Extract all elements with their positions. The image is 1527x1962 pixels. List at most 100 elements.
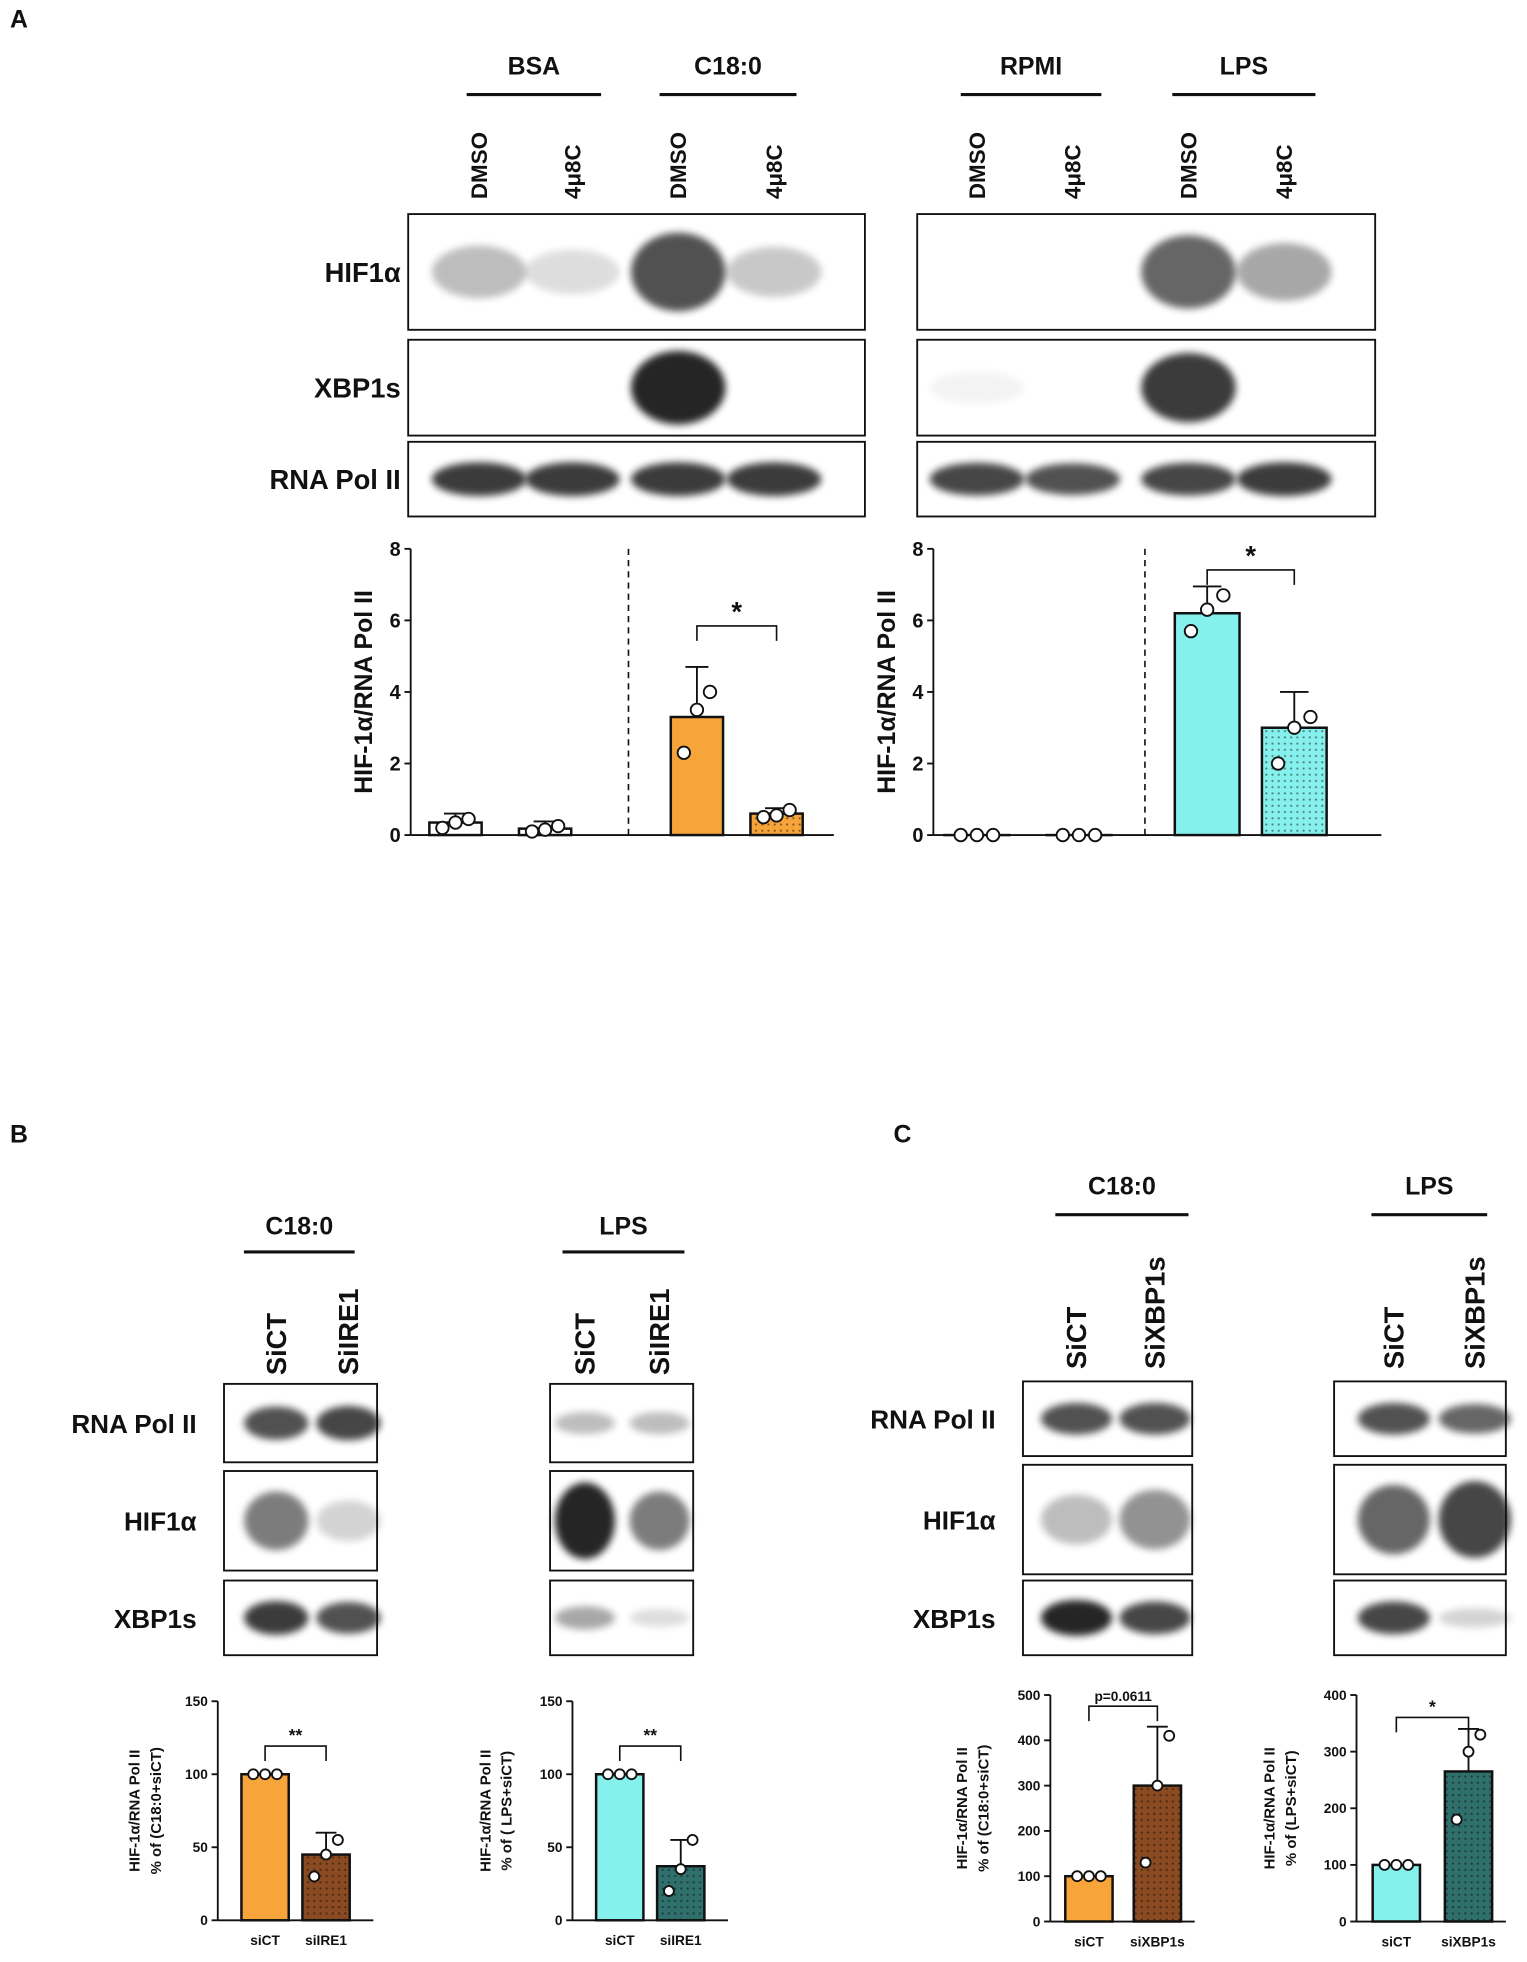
- band: [316, 1602, 380, 1634]
- lane-label: SiIRE1: [333, 1288, 364, 1375]
- group-label: LPS: [599, 1213, 647, 1241]
- y-tick-label: 300: [1018, 1778, 1041, 1793]
- data-point: [1403, 1860, 1413, 1870]
- band: [244, 1406, 308, 1439]
- x-tick-label: siXBP1s: [1130, 1934, 1185, 1949]
- y-tick-label: 2: [390, 753, 401, 775]
- bar: [1373, 1865, 1420, 1922]
- band: [525, 462, 620, 496]
- data-point: [1380, 1860, 1390, 1870]
- group-label: C18:0: [694, 53, 762, 81]
- data-point: [1072, 1871, 1082, 1881]
- y-axis-label: HIF-1α/RNA Pol II: [478, 1750, 495, 1872]
- band: [1358, 1485, 1430, 1554]
- lane-label: SiCT: [569, 1313, 600, 1376]
- bar: [1175, 613, 1240, 835]
- band: [1119, 1602, 1190, 1635]
- lane-label: DMSO: [666, 132, 691, 199]
- bar: [1445, 1771, 1492, 1921]
- x-tick-label: siIRE1: [660, 1933, 702, 1948]
- y-tick-label: 2: [912, 753, 923, 775]
- data-point: [1185, 625, 1197, 637]
- y-tick-label: 400: [1018, 1733, 1041, 1748]
- row-label: XBP1s: [114, 1604, 197, 1634]
- data-point: [1152, 1781, 1162, 1791]
- lane-label: DMSO: [1176, 132, 1201, 199]
- data-point: [770, 809, 782, 821]
- y-tick-label: 0: [200, 1913, 208, 1928]
- data-point: [1464, 1747, 1474, 1757]
- group-label: LPS: [1405, 1173, 1453, 1201]
- data-point: [1164, 1731, 1174, 1741]
- y-axis-label: HIF-1α/RNA Pol II: [127, 1750, 144, 1872]
- band: [1141, 463, 1236, 496]
- y-tick-label: 4: [390, 682, 401, 704]
- y-tick-label: 500: [1018, 1688, 1041, 1703]
- annotation: **: [289, 1725, 303, 1745]
- data-point: [321, 1850, 331, 1860]
- group-label: LPS: [1220, 53, 1268, 81]
- data-point: [1452, 1815, 1462, 1825]
- band: [244, 1491, 308, 1550]
- bar: [241, 1774, 288, 1920]
- band: [1141, 353, 1236, 422]
- band: [727, 462, 822, 496]
- band: [1358, 1403, 1430, 1435]
- y-axis-label: HIF-1α/RNA Pol II: [954, 1747, 971, 1869]
- data-point: [704, 686, 716, 698]
- y-tick-label: 100: [185, 1767, 208, 1782]
- data-point: [309, 1871, 319, 1881]
- band: [1041, 1495, 1112, 1545]
- band: [1119, 1403, 1190, 1435]
- row-label: HIF1α: [923, 1506, 996, 1536]
- band: [1237, 462, 1332, 496]
- y-tick-label: 50: [193, 1840, 209, 1855]
- data-point: [955, 829, 967, 841]
- data-point: [272, 1769, 282, 1779]
- band: [432, 462, 527, 496]
- data-point: [603, 1769, 613, 1779]
- band: [1237, 243, 1332, 301]
- band: [1141, 235, 1236, 308]
- data-point: [688, 1835, 698, 1845]
- bar: [1065, 1876, 1112, 1921]
- significance-bracket: [1207, 570, 1294, 585]
- significance-bracket: [1396, 1717, 1468, 1732]
- lane-label: SiXBP1s: [1459, 1256, 1490, 1369]
- group-label: C18:0: [1088, 1173, 1156, 1201]
- lane-label: DMSO: [467, 132, 492, 199]
- y-tick-label: 100: [540, 1767, 563, 1782]
- data-point: [449, 816, 461, 828]
- y-axis-label: % of (C18:0+siCT): [975, 1745, 992, 1872]
- x-tick-label: siXBP1s: [1441, 1934, 1496, 1949]
- band: [1439, 1481, 1511, 1558]
- data-point: [1304, 711, 1316, 723]
- lane-label: 4μ8C: [560, 144, 585, 199]
- data-point: [664, 1886, 674, 1896]
- y-tick-label: 400: [1324, 1688, 1347, 1703]
- band: [244, 1601, 308, 1635]
- lane-label: DMSO: [965, 132, 990, 199]
- lane-label: SiCT: [261, 1313, 292, 1376]
- data-point: [676, 1864, 686, 1874]
- data-point: [971, 829, 983, 841]
- band: [555, 1483, 615, 1559]
- data-point: [333, 1835, 343, 1845]
- y-axis-label: HIF-1α/RNA Pol II: [873, 590, 901, 794]
- data-point: [783, 804, 795, 816]
- data-point: [757, 811, 769, 823]
- data-point: [1201, 603, 1213, 615]
- band: [1025, 463, 1120, 495]
- data-point: [248, 1769, 258, 1779]
- lane-label: 4μ8C: [1061, 144, 1086, 199]
- data-point: [1141, 1858, 1151, 1868]
- x-tick-label: siCT: [250, 1933, 280, 1948]
- row-label: RNA Pol II: [870, 1405, 995, 1435]
- band: [555, 1412, 615, 1434]
- x-tick-label: siCT: [605, 1933, 635, 1948]
- y-tick-label: 8: [912, 539, 923, 561]
- x-tick-label: siCT: [1074, 1934, 1104, 1949]
- data-point: [1096, 1871, 1106, 1881]
- panel-label: B: [10, 1120, 28, 1148]
